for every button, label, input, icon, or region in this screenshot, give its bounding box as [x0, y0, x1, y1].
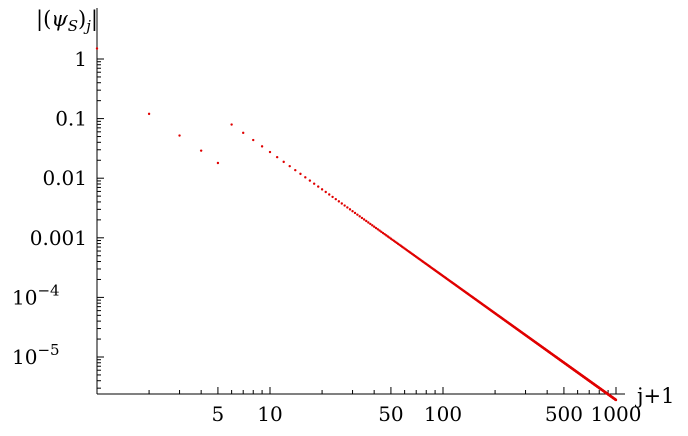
data-point [369, 222, 372, 226]
data-point [320, 188, 324, 191]
y-axis-label: |(ψS)j| [36, 7, 98, 35]
data-point [324, 190, 327, 194]
x-tick-label: 10 [257, 402, 282, 426]
data-point [312, 182, 316, 185]
data-point [614, 398, 618, 402]
y-tick-label: 0.1 [55, 107, 87, 131]
data-point [378, 229, 381, 232]
data-point [372, 225, 376, 228]
data-point [365, 219, 368, 223]
data-point [317, 185, 320, 188]
data-point [282, 160, 285, 164]
y-tick-label: 1 [74, 47, 87, 71]
data-point [252, 138, 255, 142]
data-point [268, 150, 272, 154]
data-point [374, 226, 378, 230]
data-point [147, 112, 151, 116]
x-ticks: 5 10 50 100 500 1000 [96, 387, 642, 426]
x-tick-label: 5 [212, 402, 225, 426]
axes [96, 8, 625, 395]
data-point [275, 155, 279, 159]
data-point [351, 210, 354, 213]
data-point [294, 168, 297, 172]
data-point [360, 216, 364, 220]
data-point [242, 131, 245, 135]
data-point [288, 164, 291, 168]
y-tick-label: 10−5 [12, 341, 60, 369]
data-point [260, 145, 264, 148]
data-point [95, 47, 99, 50]
y-tick-label: 10−4 [12, 281, 60, 309]
data-point [230, 123, 233, 126]
data-point [337, 200, 341, 203]
data-point [331, 195, 334, 199]
data-point [362, 218, 366, 221]
data-point [358, 215, 361, 218]
data-point [340, 202, 343, 205]
x-tick-label: 50 [378, 402, 403, 426]
data-point [367, 221, 370, 224]
y-tick-label: 0.01 [42, 166, 87, 190]
data-point [348, 208, 352, 211]
data-point [216, 161, 220, 165]
data-point [328, 193, 331, 196]
data-point [304, 176, 307, 179]
x-tick-label: 500 [545, 402, 583, 426]
data-point [371, 224, 374, 227]
x-tick-label: 1000 [591, 402, 642, 426]
data-points [95, 47, 618, 402]
data-point [353, 211, 357, 215]
x-axis-label: j+1 [634, 384, 674, 408]
x-tick-label: 100 [424, 402, 462, 426]
data-point [178, 134, 181, 137]
data-point [199, 149, 203, 152]
data-point [376, 228, 380, 231]
data-point [343, 204, 346, 207]
data-point [308, 179, 312, 182]
data-point [346, 206, 349, 209]
y-tick-label: 0.001 [30, 226, 87, 250]
data-point [380, 230, 383, 234]
y-ticks: 1 0.1 0.01 0.001 10−4 10−5 [12, 47, 104, 389]
data-point [299, 172, 302, 176]
data-point [356, 213, 359, 216]
data-point [334, 197, 337, 201]
